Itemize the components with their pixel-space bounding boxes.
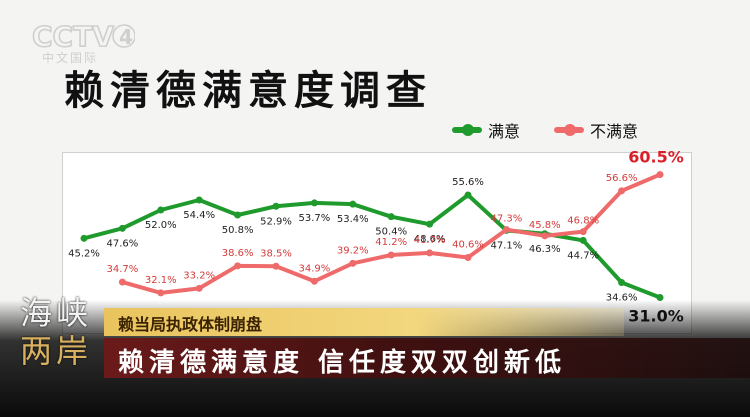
data-label: 41.7% — [414, 235, 446, 246]
subtitle-text: 赖当局执政体制崩盘 — [118, 315, 263, 334]
headline-banner: 赖清德满意度 信任度双双创新低 — [104, 338, 750, 378]
program-logo: 海峡 两岸 — [20, 294, 100, 380]
data-point — [426, 220, 434, 228]
chart-legend: 满意 不满意 — [452, 118, 672, 142]
data-label: 53.7% — [299, 213, 331, 224]
data-point — [387, 213, 395, 221]
data-label: 44.7% — [567, 250, 599, 261]
data-label: 45.8% — [529, 220, 561, 231]
headline-text: 赖清德满意度 信任度双双创新低 — [118, 348, 567, 378]
data-label: 47.6% — [107, 238, 139, 249]
data-point — [579, 236, 587, 244]
data-label: 52.0% — [145, 220, 177, 231]
data-point — [157, 206, 165, 214]
data-point — [80, 234, 88, 242]
data-label: 60.5% — [628, 148, 684, 167]
data-label: 33.2% — [183, 270, 215, 281]
data-label: 39.2% — [337, 245, 369, 256]
data-label: 38.6% — [222, 248, 254, 259]
data-point — [118, 278, 126, 286]
data-label: 34.6% — [606, 293, 638, 304]
data-point — [272, 202, 280, 210]
data-point — [464, 191, 472, 199]
data-point — [387, 251, 395, 259]
data-label: 40.6% — [452, 240, 484, 251]
data-label: 32.1% — [145, 275, 177, 286]
data-point — [541, 232, 549, 240]
data-label: 47.3% — [491, 214, 523, 225]
data-label: 55.6% — [452, 177, 484, 188]
svg-text:CCTV: CCTV — [32, 20, 114, 53]
legend-swatch-green — [452, 124, 482, 136]
data-point — [349, 259, 357, 267]
data-label: 50.4% — [375, 227, 407, 238]
page-title: 赖清德满意度调查 — [64, 68, 432, 114]
legend-swatch-red — [554, 124, 585, 136]
legend-item-dissatisfied: 不满意 — [554, 118, 638, 142]
legend-label: 不满意 — [590, 122, 639, 141]
data-label: 52.9% — [260, 216, 292, 227]
data-label: 41.2% — [375, 237, 407, 248]
data-label: 45.2% — [68, 248, 100, 259]
data-label: 48.6% — [414, 234, 446, 245]
svg-text:中文国际: 中文国际 — [42, 50, 98, 65]
program-logo-line1: 海峡 — [20, 294, 93, 332]
data-point — [464, 254, 472, 261]
subtitle-banner: 赖当局执政体制崩盘 — [104, 308, 624, 336]
data-label: 47.1% — [491, 240, 523, 251]
data-point — [272, 262, 280, 270]
data-point — [426, 249, 434, 257]
legend-item-satisfied: 满意 — [452, 118, 520, 142]
data-point — [618, 279, 626, 286]
data-point — [656, 294, 664, 301]
program-logo-line2: 两岸 — [20, 332, 93, 370]
svg-text:4: 4 — [119, 25, 133, 49]
data-label: 38.5% — [260, 248, 292, 259]
series-line-0 — [83, 193, 661, 300]
data-label: 50.8% — [222, 225, 254, 236]
data-label: 54.4% — [183, 210, 215, 221]
cctv4-logo: CCTV 4 中文国际 — [31, 19, 135, 65]
data-label: 46.8% — [567, 216, 599, 227]
data-label: 46.3% — [529, 244, 561, 255]
legend-label: 满意 — [488, 122, 521, 141]
data-point — [195, 284, 203, 292]
data-point — [157, 289, 165, 297]
data-label: 53.4% — [337, 214, 369, 225]
data-point — [118, 224, 126, 232]
data-point — [234, 262, 242, 270]
data-point — [310, 199, 318, 207]
data-point — [579, 228, 587, 236]
data-label: 56.6% — [606, 173, 638, 184]
data-point — [502, 226, 510, 234]
data-point — [310, 277, 318, 285]
data-point — [234, 211, 242, 219]
data-point — [349, 200, 357, 208]
data-label: 34.7% — [107, 264, 139, 275]
data-point — [656, 171, 664, 179]
data-point — [618, 187, 626, 195]
data-point — [195, 196, 203, 204]
data-label: 34.9% — [299, 263, 331, 274]
